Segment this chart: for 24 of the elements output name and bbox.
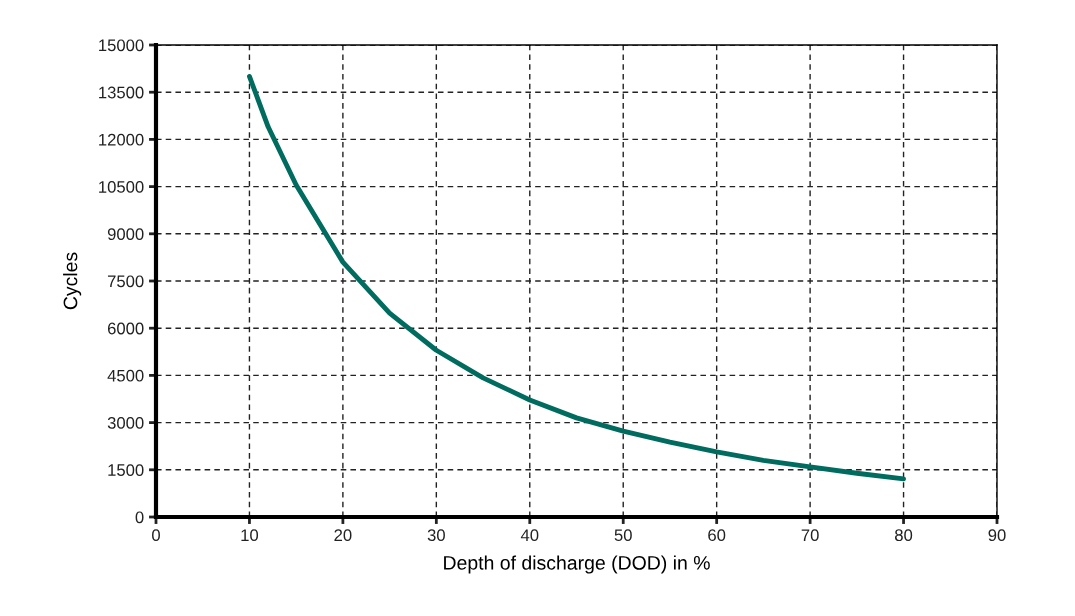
x-tick-label: 60 xyxy=(708,529,726,542)
x-tick-label: 50 xyxy=(614,529,632,542)
x-axis-title: Depth of discharge (DOD) in % xyxy=(444,555,710,574)
y-tick-label: 1500 xyxy=(108,464,144,476)
y-tick-label: 13500 xyxy=(99,86,144,99)
y-tick-label: 4500 xyxy=(107,369,144,382)
y-tick-label: 15000 xyxy=(99,39,144,52)
x-tick-label: 10 xyxy=(241,529,259,542)
y-tick-label: 6000 xyxy=(107,322,144,335)
line-series xyxy=(247,74,906,482)
x-tick-label: 20 xyxy=(334,529,352,542)
x-tick-label: 80 xyxy=(895,529,913,542)
y-tick-label: 7500 xyxy=(107,275,144,288)
y-tick-label: 0 xyxy=(135,511,144,524)
y-tick-label: 3000 xyxy=(107,417,144,429)
x-tick-label: 30 xyxy=(427,529,445,542)
y-tick-label: 10500 xyxy=(99,181,144,193)
x-tick-label: 40 xyxy=(520,529,539,542)
x-tick-label: 70 xyxy=(801,529,819,542)
y-tick-label: 12000 xyxy=(99,133,144,146)
y-tick-label: 9000 xyxy=(107,228,144,240)
y-axis-title: Cycles xyxy=(63,252,82,310)
x-tick-label: 90 xyxy=(988,529,1006,542)
x-tick-label: 0 xyxy=(152,529,160,542)
